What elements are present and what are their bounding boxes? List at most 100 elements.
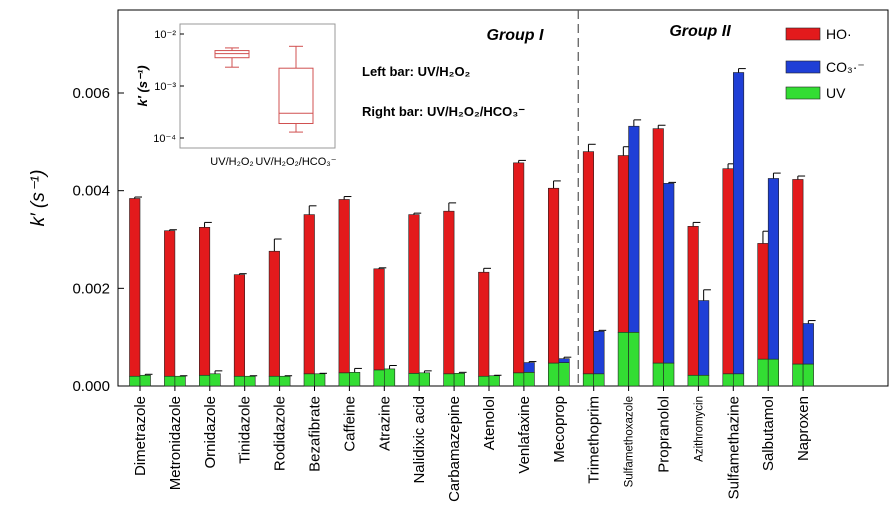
bar-left-ho (164, 230, 176, 377)
y-tick-label: 0.000 (72, 378, 110, 395)
legend-swatch (785, 86, 821, 100)
y-tick-label: 0.004 (72, 183, 110, 200)
plot-area (117, 9, 889, 387)
x-tick-label: Atrazine (376, 396, 393, 451)
bar-left-ho (443, 210, 455, 375)
x-tick-label: Ornidazole (202, 396, 219, 469)
bar-right-uv (383, 368, 396, 387)
bar-left-ho (687, 226, 699, 376)
bar-left-ho (129, 198, 141, 377)
legend-swatch (785, 60, 821, 74)
inset-y-tick-label: 10⁻⁴ (153, 133, 176, 145)
bar-left-uv (582, 373, 595, 387)
legend-swatch (785, 27, 821, 41)
bar-right-uv (593, 373, 605, 387)
bar-right-uv (523, 372, 535, 387)
legend: HO· CO₃·⁻ UV (785, 26, 865, 101)
bar-left-uv (722, 373, 734, 387)
x-tick-label: Bezafibrate (307, 396, 324, 472)
x-tick-label: Propranolol (656, 396, 673, 473)
bar-left-ho (757, 243, 769, 360)
bar-right-uv (802, 363, 814, 387)
bar-left-ho (652, 128, 664, 364)
group-label-1: Group I (487, 27, 544, 44)
bar-right-uv (139, 374, 151, 387)
y-tick-label: 0.002 (72, 280, 110, 297)
bar-left-uv (408, 373, 420, 387)
bar-right-uv (349, 372, 361, 387)
bar-left-uv (303, 373, 315, 387)
inset-y-tick-label: 10⁻² (154, 29, 176, 41)
bar-right-uv (767, 358, 780, 387)
x-tick-label: Sulfamethoxazole (624, 396, 636, 487)
x-tick-label: Tinidazole (237, 396, 254, 464)
inset-category-label: UV/H₂O₂/HCO₃⁻ (255, 156, 336, 168)
right-bar-annotation: Right bar: UV/H₂O₂/HCO₃⁻ (362, 104, 525, 119)
bar-left-uv (338, 372, 350, 387)
bar-right-uv (314, 373, 326, 387)
bar-right-co3 (802, 323, 814, 365)
x-axis: Dimetrazole Metronidazole Ornidazole Tinida… (132, 386, 812, 502)
bar-right-uv (558, 362, 570, 387)
y-axis: 0.000 0.002 0.004 0.006 k′ (s⁻¹) (28, 85, 124, 395)
inset-box-plot: 10⁻² 10⁻³ 10⁻⁴ k′ (s⁻¹) UV/H₂O₂ UV/H₂O₂/HCO₃⁻ (135, 23, 337, 168)
bar-left-uv (478, 375, 490, 387)
bar-left-uv (164, 375, 176, 387)
bar-right-uv (209, 373, 221, 387)
x-tick-label: Dimetrazole (132, 396, 149, 476)
group-label-2: Group II (669, 23, 731, 40)
bar-left-ho (617, 155, 629, 333)
bar-left-uv (373, 369, 385, 387)
legend-label: UV (826, 85, 846, 101)
y-tick-label: 0.006 (72, 85, 110, 102)
bar-right-uv (698, 374, 710, 387)
x-tick-label: Azithromycin (693, 396, 705, 462)
bar-right-co3 (767, 178, 780, 360)
bar-right-uv (628, 331, 640, 387)
bar-left-ho (233, 274, 245, 377)
bar-right-uv (174, 375, 186, 387)
bar-left-ho (547, 187, 560, 364)
bar-right-co3 (593, 331, 605, 375)
inset-y-axis-label: k′ (s⁻¹) (135, 65, 150, 106)
bar-right-uv (279, 375, 291, 387)
bar-right-uv (244, 375, 256, 387)
x-tick-label: Caffeine (341, 396, 358, 452)
bar-left-uv (199, 374, 211, 387)
bar-left-uv (233, 375, 245, 387)
bar-left-ho (582, 151, 595, 375)
x-tick-label: Naproxen (795, 396, 812, 461)
x-tick-label: Salbutamol (760, 396, 777, 471)
inset-category-label: UV/H₂O₂ (210, 156, 253, 168)
inset-y-tick-label: 10⁻³ (154, 81, 176, 93)
bar-left-uv (129, 375, 141, 387)
bar-right-co3 (523, 362, 535, 373)
bar-right-co3 (698, 300, 710, 376)
bar-left-uv (268, 375, 280, 387)
bar-left-ho (513, 162, 525, 374)
bar-left-ho (338, 199, 350, 374)
bar-left-ho (373, 268, 385, 371)
bar-left-ho (303, 214, 315, 375)
bar-right-uv (732, 373, 745, 387)
bar-right-co3 (558, 358, 570, 363)
y-axis-label: k′ (s⁻¹) (28, 170, 49, 227)
bar-left-uv (652, 362, 664, 387)
bar-right-co3 (628, 125, 640, 333)
bar-right-co3 (663, 183, 675, 364)
bar-left-ho (268, 250, 280, 377)
bar-left-uv (687, 374, 699, 387)
x-tick-label: Mecoprop (551, 396, 568, 463)
inset-box (214, 50, 250, 59)
bar-right-uv (418, 372, 431, 387)
legend-label: HO· (826, 26, 852, 42)
x-tick-label: Rodidazole (272, 396, 289, 471)
bar-left-uv (757, 358, 769, 387)
inset-frame (179, 23, 336, 149)
bar-left-ho (792, 179, 804, 365)
annotations: Group I Group II Left bar: UV/H₂O₂ Right ba… (362, 23, 731, 119)
bar-right-uv (453, 373, 465, 387)
bar-left-ho (408, 214, 420, 374)
bar-right-uv (663, 362, 675, 387)
